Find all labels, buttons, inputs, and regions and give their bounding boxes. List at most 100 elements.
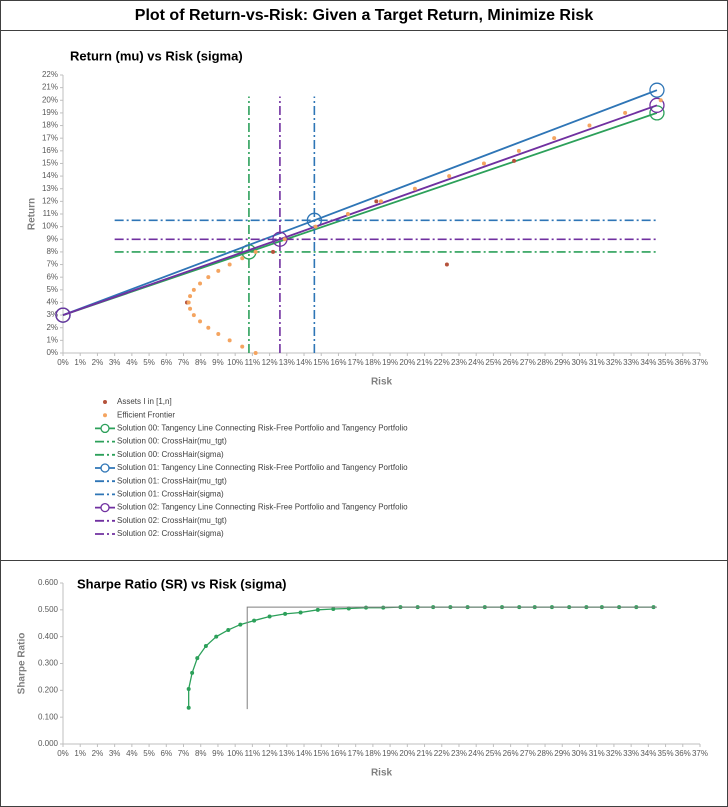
point <box>374 199 379 204</box>
x-tick-label: 12% <box>262 358 278 367</box>
y-tick-label: 2% <box>46 323 58 332</box>
x-tick-label: 1% <box>74 749 86 758</box>
x-tick-label: 19% <box>382 358 398 367</box>
x-tick-label: 22% <box>434 749 450 758</box>
x-tick-label: 34% <box>640 749 656 758</box>
point <box>227 338 232 343</box>
legend-symbol <box>100 463 110 473</box>
y-tick-label: 18% <box>42 121 58 130</box>
x-tick-label: 16% <box>330 749 346 758</box>
y-tick-label: 3% <box>46 310 58 319</box>
x-tick-label: 27% <box>520 749 536 758</box>
x-tick-label: 26% <box>503 358 519 367</box>
chart-title: Return (mu) vs Risk (sigma) <box>70 48 243 63</box>
x-tick-label: 13% <box>279 749 295 758</box>
x-tick-label: 19% <box>382 749 398 758</box>
point <box>516 148 521 153</box>
x-axis-title: Risk <box>371 377 393 388</box>
legend-symbol <box>100 423 110 434</box>
x-tick-label: 10% <box>227 749 243 758</box>
x-tick-label: 30% <box>571 358 587 367</box>
x-tick-label: 25% <box>485 749 501 758</box>
point <box>658 98 663 103</box>
point <box>198 319 203 324</box>
x-tick-label: 15% <box>313 749 329 758</box>
point <box>240 344 245 349</box>
x-tick-label: 16% <box>330 358 346 367</box>
point <box>190 670 195 675</box>
point <box>552 136 557 141</box>
point <box>282 237 287 242</box>
x-tick-label: 24% <box>468 358 484 367</box>
x-tick-label: 0% <box>57 749 69 758</box>
x-tick-label: 35% <box>658 358 674 367</box>
legend-symbol <box>100 502 110 513</box>
x-tick-label: 12% <box>262 749 278 758</box>
x-tick-label: 22% <box>434 358 450 367</box>
legend-label: Solution 00: CrossHair(sigma) <box>117 450 224 459</box>
point <box>206 325 211 330</box>
legend-label: Solution 02: CrossHair(mu_tgt) <box>117 516 227 525</box>
x-tick-label: 28% <box>537 358 553 367</box>
x-tick-label: 21% <box>417 358 433 367</box>
x-tick-label: 34% <box>640 358 656 367</box>
x-tick-label: 21% <box>417 749 433 758</box>
x-tick-label: 29% <box>554 749 570 758</box>
x-tick-label: 11% <box>245 749 260 758</box>
x-tick-label: 20% <box>399 358 415 367</box>
y-tick-label: 22% <box>42 70 58 79</box>
legend-label: Solution 00: Tangency Line Connecting Ri… <box>117 424 408 433</box>
point <box>186 686 191 691</box>
y-tick-label: 19% <box>42 108 58 117</box>
legend-label: Solution 00: CrossHair(mu_tgt) <box>117 437 227 446</box>
point <box>345 212 350 216</box>
y-tick-label: 21% <box>42 83 58 92</box>
point <box>283 611 288 616</box>
x-tick-label: 37% <box>692 358 708 367</box>
x-tick-label: 14% <box>296 358 312 367</box>
point <box>253 249 258 254</box>
x-tick-label: 2% <box>92 749 104 758</box>
legend-label: Solution 02: Tangency Line Connecting Ri… <box>117 503 408 512</box>
x-tick-label: 13% <box>279 358 295 367</box>
x-tick-label: 9% <box>212 749 224 758</box>
legend-label: Assets I in [1,n] <box>117 397 172 406</box>
x-tick-label: 33% <box>623 749 639 758</box>
legend-label: Efficient Frontier <box>117 410 175 419</box>
y-tick-label: 1% <box>46 335 58 344</box>
point <box>298 610 303 615</box>
y-tick-label: 0% <box>46 348 58 357</box>
point <box>186 300 191 305</box>
point <box>623 110 628 115</box>
legend-symbol <box>103 400 107 404</box>
x-tick-label: 23% <box>451 749 467 758</box>
chart-title: Sharpe Ratio (SR) vs Risk (sigma) <box>77 576 287 591</box>
page-title: Plot of Return-vs-Risk: Given a Target R… <box>135 7 594 24</box>
legend-label: Solution 01: Tangency Line Connecting Ri… <box>117 463 408 472</box>
point <box>313 224 318 229</box>
x-tick-label: 24% <box>468 749 484 758</box>
x-tick-label: 3% <box>109 749 121 758</box>
x-tick-label: 3% <box>109 358 121 367</box>
y-tick-label: 0.400 <box>38 632 59 641</box>
legend-label: Solution 02: CrossHair(sigma) <box>117 529 224 538</box>
y-tick-label: 0.500 <box>38 605 59 614</box>
x-tick-label: 36% <box>675 358 691 367</box>
point <box>271 249 276 254</box>
y-tick-label: 9% <box>46 234 58 243</box>
x-tick-label: 26% <box>503 749 519 758</box>
point <box>315 607 320 612</box>
x-tick-label: 1% <box>74 358 86 367</box>
y-tick-label: 0.600 <box>38 578 59 587</box>
x-tick-label: 6% <box>161 749 173 758</box>
legend-symbol <box>103 413 107 418</box>
x-tick-label: 18% <box>365 749 381 758</box>
x-tick-label: 6% <box>161 358 173 367</box>
y-tick-label: 10% <box>42 222 58 231</box>
point <box>203 644 208 649</box>
x-tick-label: 28% <box>537 749 553 758</box>
point <box>226 627 231 632</box>
x-tick-label: 11% <box>245 358 260 367</box>
y-axis-title: Return <box>27 198 38 230</box>
point <box>198 281 203 286</box>
